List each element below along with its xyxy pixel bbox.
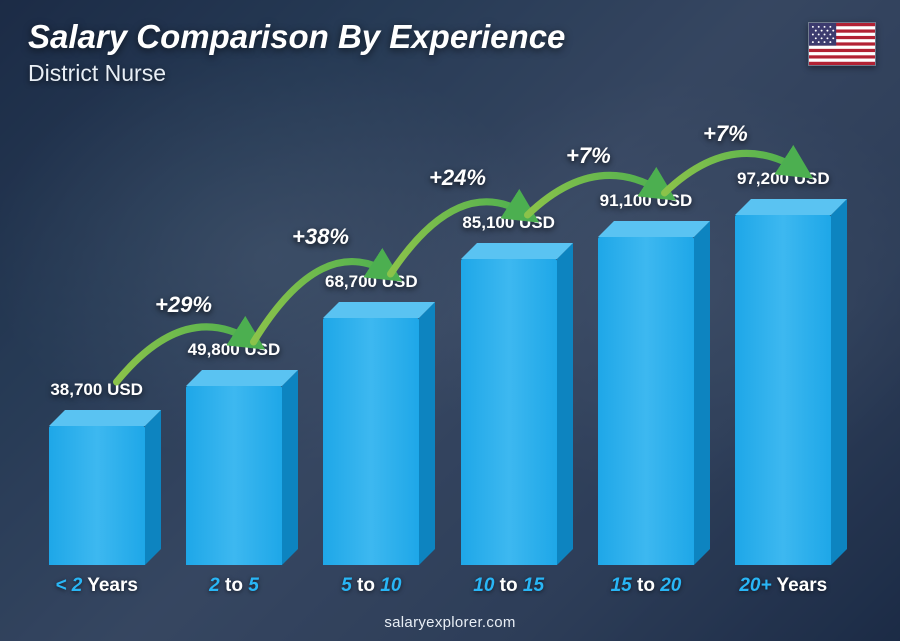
growth-arrow (28, 97, 852, 597)
footer-credit: salaryexplorer.com (0, 614, 900, 631)
chart-stage: Salary Comparison By Experience District… (0, 0, 900, 641)
bar-chart: 38,700 USD< 2 Years49,800 USD2 to 5+29%6… (28, 97, 852, 597)
chart-subtitle: District Nurse (28, 60, 166, 87)
growth-percent: +7% (703, 121, 748, 147)
flag-icon (808, 22, 876, 66)
chart-title: Salary Comparison By Experience (28, 18, 565, 56)
